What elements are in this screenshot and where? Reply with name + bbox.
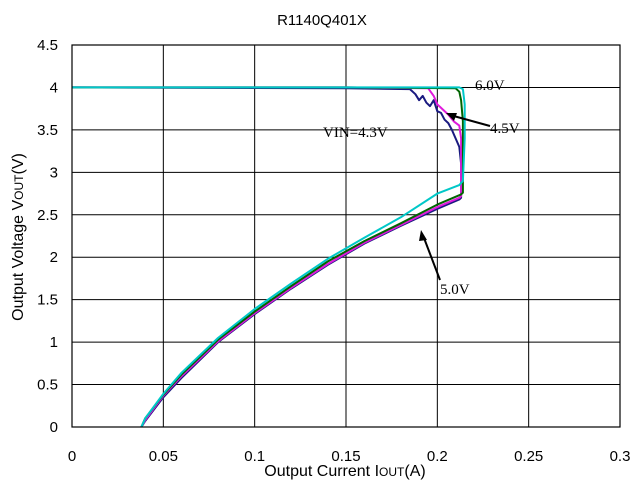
x-tick-label: 0 [68, 448, 76, 465]
series-line-6-0v [72, 86, 466, 428]
y-tick-label: 4 [50, 79, 58, 96]
x-axis-label-sub: OUT [379, 465, 405, 479]
x-tick-label: 0.2 [427, 448, 448, 465]
plot-frame [71, 44, 621, 428]
y-tick-label: 0.5 [37, 377, 58, 394]
grid-lines [71, 44, 621, 428]
label-4-5v: 4.5V [490, 121, 520, 137]
x-tick-label: 0.3 [610, 448, 631, 465]
y-tick-label: 1 [50, 334, 58, 351]
label-vin-4-3v: VIN=4.3V [323, 125, 388, 141]
y-axis-label-sub: OUT [12, 174, 26, 200]
x-axis-label-main: Output Current I [264, 463, 379, 480]
y-tick-label: 0 [50, 419, 58, 436]
series-line-5-0v [72, 86, 464, 428]
arrow-head-4-5v [446, 113, 457, 121]
y-tick-labels: 0 0.5 1 1.5 2 2.5 3 3.5 4 4.5 [37, 37, 58, 436]
series-line-4-5v [72, 86, 463, 428]
label-5-0v: 5.0V [440, 282, 470, 298]
arrow-5-0v [423, 237, 441, 281]
x-tick-label: 0.05 [149, 448, 178, 465]
y-tick-label: 4.5 [37, 37, 58, 54]
label-6-0v: 6.0V [475, 78, 505, 94]
arrow-head-5-0v [419, 230, 427, 241]
arrow-4-5v [449, 114, 491, 127]
x-axis-label-unit: (A) [404, 463, 425, 480]
x-tick-label: 0.25 [514, 448, 543, 465]
y-axis-label-unit: (V) [10, 153, 27, 174]
y-tick-label: 3.5 [37, 122, 58, 139]
chart-title: R1140Q401X [277, 12, 367, 29]
x-tick-label: 0.1 [244, 448, 265, 465]
x-axis-label: Output Current IOUT(A) [264, 463, 425, 480]
series-group [71, 86, 466, 428]
y-axis-label: Output Voltage VOUT(V) [10, 153, 27, 321]
y-tick-label: 2.5 [37, 207, 58, 224]
x-tick-label: 0.15 [331, 448, 360, 465]
y-tick-label: 3 [50, 164, 58, 181]
y-tick-label: 1.5 [37, 292, 58, 309]
x-tick-labels: 0 0.05 0.1 0.15 0.2 0.25 0.3 [68, 448, 631, 465]
y-axis-label-main: Output Voltage V [10, 200, 27, 321]
y-tick-label: 2 [50, 249, 58, 266]
